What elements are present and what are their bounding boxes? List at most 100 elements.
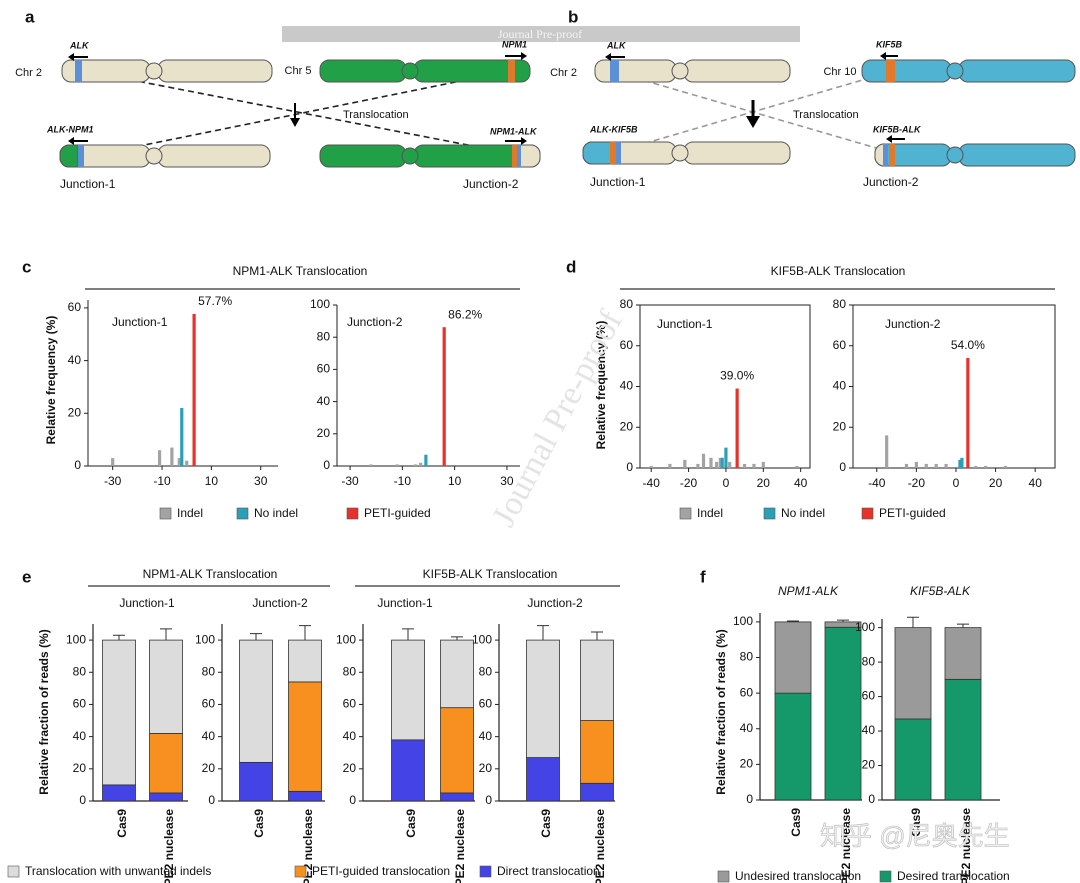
bar-segment: [894, 718, 932, 801]
y-tick-label: 60: [620, 338, 634, 352]
centromere: [401, 62, 419, 80]
bar: [1003, 465, 1008, 468]
centromere: [671, 144, 689, 162]
y-tick-label: 0: [839, 460, 846, 474]
y-tick-label: 60: [740, 685, 754, 699]
bar: [111, 458, 115, 466]
y-tick-label: 20: [317, 426, 331, 440]
error-bar: [957, 623, 969, 628]
arrow-head: [605, 53, 611, 61]
y-axis-label: Relative frequency (%): [44, 316, 58, 445]
bar: [192, 313, 196, 466]
bar: [683, 459, 687, 468]
gene-band: [610, 60, 619, 82]
diagram-a: Chr 2 ALK Chr 5 NPM1 Translocation ALK-N…: [15, 39, 541, 191]
error-bar: [907, 616, 919, 628]
chromosome: [319, 59, 407, 83]
x-tick-label: Cas9: [789, 808, 803, 837]
bar: [924, 463, 928, 468]
watermark: Journal Pre-proof: [498, 27, 582, 41]
bar: [177, 458, 181, 466]
legend-swatch: [236, 507, 249, 520]
bar: [170, 447, 174, 466]
charts: NPM1-ALK Translocation Relative frequency…: [7, 264, 1056, 883]
arrow-head: [880, 52, 886, 60]
bar: [369, 464, 373, 466]
bar-segment: [944, 627, 982, 680]
centromere: [946, 146, 964, 164]
bar: [724, 447, 728, 468]
chromosome: [319, 144, 407, 168]
translocation-line: [79, 69, 536, 159]
error-bar: [837, 619, 849, 622]
fusion-segment: [519, 144, 541, 168]
bar: [157, 450, 162, 466]
bar-segment: [391, 639, 425, 741]
x-tick-label: 20: [989, 476, 1003, 490]
bar: [718, 457, 722, 468]
bar: [424, 454, 428, 466]
error-bar: [113, 634, 125, 641]
bar: [701, 453, 706, 468]
y-tick-label: 100: [472, 632, 492, 646]
legend-label: PETI-guided: [364, 506, 431, 520]
group-title: KIF5B-ALK Translocation: [423, 567, 558, 581]
x-tick-label: Cas9: [539, 809, 553, 838]
y-tick-label: 20: [68, 405, 82, 419]
y-tick-label: 60: [479, 697, 493, 711]
gene-band: [508, 60, 515, 82]
bar-segment: [774, 692, 812, 801]
y-tick-label: 80: [479, 664, 493, 678]
bar: [761, 461, 765, 468]
x-tick-label: PE2 nuclease: [162, 809, 176, 883]
y-tick-label: 100: [310, 297, 330, 311]
y-tick-label: 80: [202, 664, 216, 678]
y-tick-label: 80: [73, 664, 87, 678]
chromosome: [683, 59, 791, 83]
chromosome: [861, 59, 952, 83]
y-tick-label: 100: [855, 620, 875, 634]
gene-band: [75, 60, 82, 82]
value-label: 86.2%: [448, 307, 482, 321]
y-tick-label: 40: [343, 729, 357, 743]
bar: [795, 465, 799, 468]
gene-label: ALK: [69, 40, 90, 50]
junction-label: Junction-2: [863, 175, 919, 189]
error-bar: [250, 633, 262, 641]
x-tick-label: 40: [794, 476, 808, 490]
arrow-head: [746, 116, 760, 128]
fusion-segment: [582, 141, 613, 165]
bar-segment: [944, 678, 982, 801]
y-tick-label: 80: [740, 650, 754, 664]
bar-segment: [824, 626, 862, 801]
bar: [904, 463, 909, 468]
y-tick-label: 60: [68, 300, 82, 314]
x-tick-label: 30: [500, 474, 514, 488]
y-tick-label: 0: [74, 458, 81, 472]
y-tick-label: 0: [323, 458, 330, 472]
x-tick-label: -10: [153, 474, 171, 488]
x-tick-label: Cas9: [252, 809, 266, 838]
fusion-label: NPM1-ALK: [490, 126, 538, 136]
arrow-head: [68, 137, 74, 145]
bar-segment: [391, 739, 425, 802]
bar: [752, 463, 756, 468]
watermark: 知乎 @尼奥先生: [820, 821, 1010, 851]
y-tick-label: 20: [833, 419, 847, 433]
bar: [395, 464, 399, 466]
gene-band: [886, 60, 895, 82]
legend-swatch: [346, 507, 359, 520]
y-tick-label: 80: [862, 654, 876, 668]
y-tick-label: 40: [68, 353, 82, 367]
y-tick-label: 20: [73, 761, 87, 775]
bar-segment: [102, 639, 136, 786]
bar: [413, 464, 418, 466]
annotation: Translocation: [343, 109, 409, 121]
bar: [984, 465, 988, 468]
x-tick-label: PE2 nuclease: [301, 809, 315, 883]
x-tick-label: Cas9: [115, 809, 129, 838]
bar: [709, 457, 713, 468]
legend-label: Indel: [697, 506, 723, 520]
legend-label: No indel: [254, 506, 298, 520]
gene-label: KIF5B: [876, 39, 903, 49]
